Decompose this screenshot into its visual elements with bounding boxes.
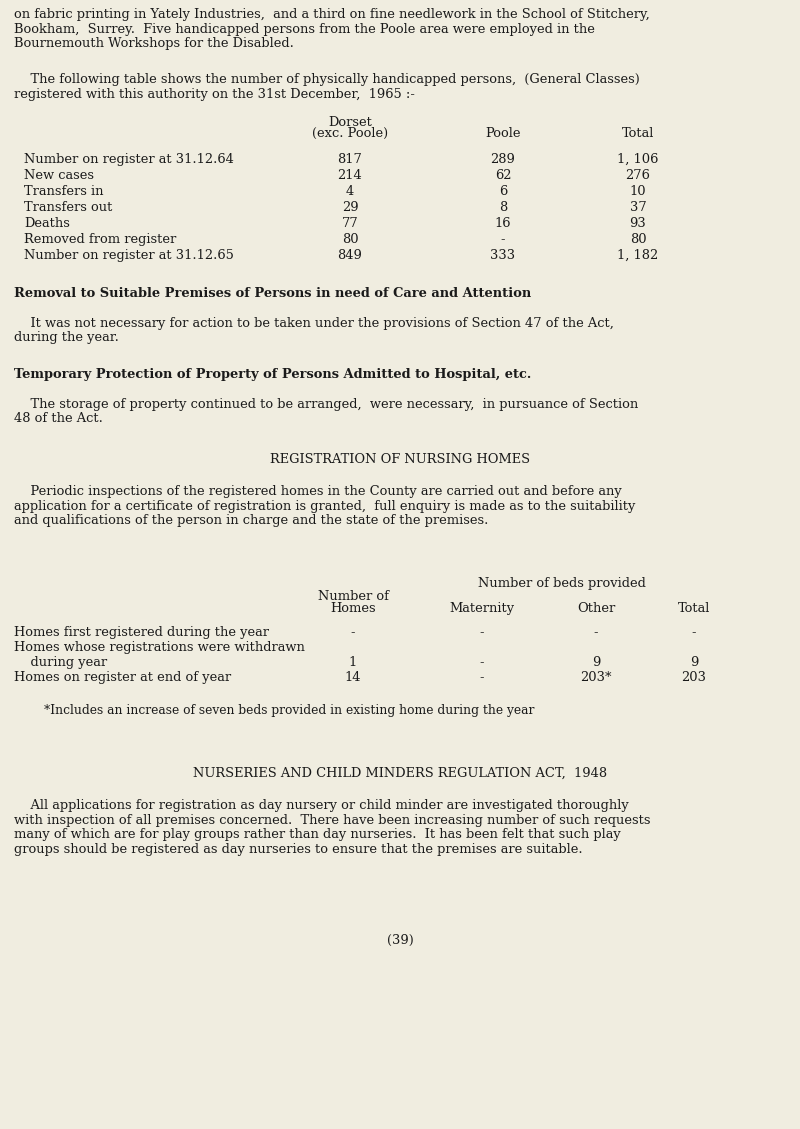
Text: *Includes an increase of seven beds provided in existing home during the year: *Includes an increase of seven beds prov… xyxy=(44,704,534,717)
Text: Removed from register: Removed from register xyxy=(24,233,176,246)
Text: 289: 289 xyxy=(490,152,515,166)
Text: Number of: Number of xyxy=(318,590,389,603)
Text: Periodic inspections of the registered homes in the County are carried out and b: Periodic inspections of the registered h… xyxy=(14,485,622,498)
Text: 1: 1 xyxy=(349,656,357,669)
Text: REGISTRATION OF NURSING HOMES: REGISTRATION OF NURSING HOMES xyxy=(270,453,530,466)
Text: Homes first registered during the year: Homes first registered during the year xyxy=(14,625,269,639)
Text: Homes on register at end of year: Homes on register at end of year xyxy=(14,672,231,684)
Text: (39): (39) xyxy=(386,934,414,947)
Text: application for a certificate of registration is granted,  full enquiry is made : application for a certificate of registr… xyxy=(14,500,635,513)
Text: (exc. Poole): (exc. Poole) xyxy=(312,128,388,140)
Text: Transfers in: Transfers in xyxy=(24,185,103,198)
Text: 214: 214 xyxy=(338,169,362,182)
Text: 9: 9 xyxy=(592,656,600,669)
Text: Maternity: Maternity xyxy=(450,603,514,615)
Text: 14: 14 xyxy=(345,672,362,684)
Text: 37: 37 xyxy=(630,201,646,213)
Text: Temporary Protection of Property of Persons Admitted to Hospital, etc.: Temporary Protection of Property of Pers… xyxy=(14,368,531,380)
Text: -: - xyxy=(350,625,355,639)
Text: with inspection of all premises concerned.  There have been increasing number of: with inspection of all premises concerne… xyxy=(14,814,650,826)
Text: many of which are for play groups rather than day nurseries.  It has been felt t: many of which are for play groups rather… xyxy=(14,828,621,841)
Text: registered with this authority on the 31st December,  1965 :-: registered with this authority on the 31… xyxy=(14,88,415,100)
Text: 48 of the Act.: 48 of the Act. xyxy=(14,412,103,426)
Text: 62: 62 xyxy=(494,169,511,182)
Text: and qualifications of the person in charge and the state of the premises.: and qualifications of the person in char… xyxy=(14,514,488,527)
Text: -: - xyxy=(480,625,484,639)
Text: 16: 16 xyxy=(494,217,511,230)
Text: -: - xyxy=(480,672,484,684)
Text: during year: during year xyxy=(14,656,107,669)
Text: New cases: New cases xyxy=(24,169,94,182)
Text: 29: 29 xyxy=(342,201,358,213)
Text: All applications for registration as day nursery or child minder are investigate: All applications for registration as day… xyxy=(14,799,629,812)
Text: on fabric printing in Yately Industries,  and a third on fine needlework in the : on fabric printing in Yately Industries,… xyxy=(14,8,650,21)
Text: 817: 817 xyxy=(338,152,362,166)
Text: 203*: 203* xyxy=(580,672,612,684)
Text: 849: 849 xyxy=(338,248,362,262)
Text: -: - xyxy=(692,625,696,639)
Text: 80: 80 xyxy=(630,233,646,246)
Text: Removal to Suitable Premises of Persons in need of Care and Attention: Removal to Suitable Premises of Persons … xyxy=(14,287,531,300)
Text: It was not necessary for action to be taken under the provisions of Section 47 o: It was not necessary for action to be ta… xyxy=(14,317,614,330)
Text: 4: 4 xyxy=(346,185,354,198)
Text: 10: 10 xyxy=(630,185,646,198)
Text: Homes whose registrations were withdrawn: Homes whose registrations were withdrawn xyxy=(14,641,305,654)
Text: Dorset: Dorset xyxy=(328,115,372,129)
Text: 1, 106: 1, 106 xyxy=(618,152,658,166)
Text: 203: 203 xyxy=(682,672,706,684)
Text: 9: 9 xyxy=(690,656,698,669)
Text: Number on register at 31.12.64: Number on register at 31.12.64 xyxy=(24,152,234,166)
Text: NURSERIES AND CHILD MINDERS REGULATION ACT,  1948: NURSERIES AND CHILD MINDERS REGULATION A… xyxy=(193,767,607,780)
Text: Total: Total xyxy=(622,128,654,140)
Text: -: - xyxy=(480,656,484,669)
Text: Total: Total xyxy=(678,603,710,615)
Text: 80: 80 xyxy=(342,233,358,246)
Text: Homes: Homes xyxy=(330,603,376,615)
Text: The storage of property continued to be arranged,  were necessary,  in pursuance: The storage of property continued to be … xyxy=(14,397,638,411)
Text: 77: 77 xyxy=(342,217,358,230)
Text: -: - xyxy=(501,233,506,246)
Text: Transfers out: Transfers out xyxy=(24,201,112,213)
Text: 1, 182: 1, 182 xyxy=(618,248,658,262)
Text: Other: Other xyxy=(577,603,615,615)
Text: Bournemouth Workshops for the Disabled.: Bournemouth Workshops for the Disabled. xyxy=(14,37,294,50)
Text: Deaths: Deaths xyxy=(24,217,70,230)
Text: The following table shows the number of physically handicapped persons,  (Genera: The following table shows the number of … xyxy=(14,73,640,87)
Text: Poole: Poole xyxy=(486,128,521,140)
Text: Number of beds provided: Number of beds provided xyxy=(478,577,646,590)
Text: Number on register at 31.12.65: Number on register at 31.12.65 xyxy=(24,248,234,262)
Text: -: - xyxy=(594,625,598,639)
Text: 6: 6 xyxy=(499,185,507,198)
Text: 93: 93 xyxy=(630,217,646,230)
Text: 333: 333 xyxy=(490,248,515,262)
Text: Bookham,  Surrey.  Five handicapped persons from the Poole area were employed in: Bookham, Surrey. Five handicapped person… xyxy=(14,23,595,35)
Text: 276: 276 xyxy=(626,169,650,182)
Text: groups should be registered as day nurseries to ensure that the premises are sui: groups should be registered as day nurse… xyxy=(14,842,582,856)
Text: during the year.: during the year. xyxy=(14,331,119,344)
Text: 8: 8 xyxy=(499,201,507,213)
